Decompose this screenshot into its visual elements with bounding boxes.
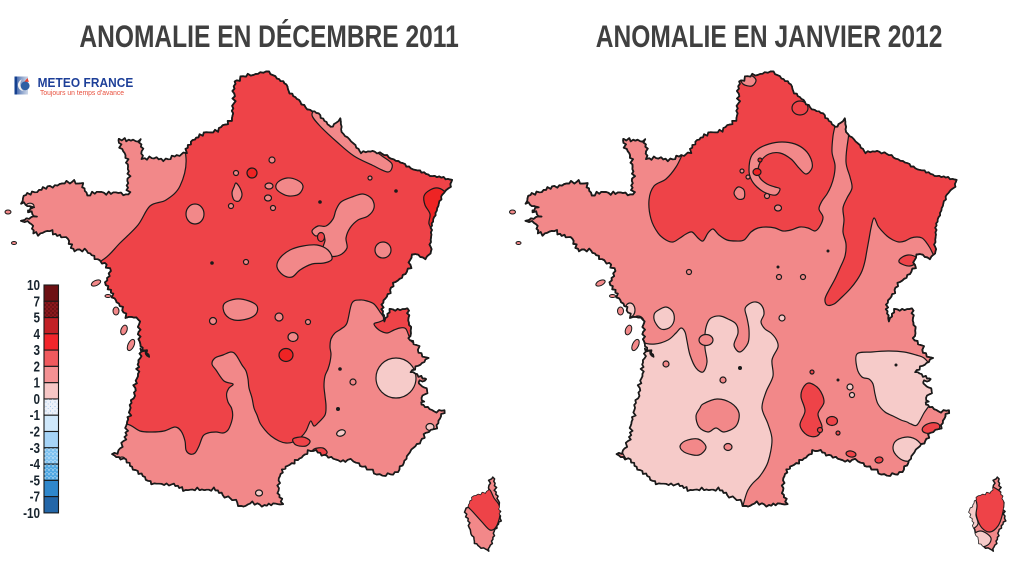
svg-text:-2: -2 [30, 423, 40, 439]
svg-text:3: 3 [34, 342, 41, 358]
svg-text:7: 7 [34, 293, 41, 309]
svg-text:-7: -7 [30, 488, 40, 504]
svg-text:5: 5 [34, 309, 41, 325]
svg-text:ANOMALIE EN DÉCEMBRE 2011: ANOMALIE EN DÉCEMBRE 2011 [79, 18, 458, 54]
svg-text:10: 10 [27, 277, 40, 293]
svg-text:-1: -1 [30, 407, 40, 423]
svg-text:2: 2 [34, 358, 41, 374]
svg-text:1: 1 [34, 375, 41, 391]
svg-text:0: 0 [34, 391, 41, 407]
svg-text:-4: -4 [30, 456, 41, 472]
svg-text:METEO FRANCE: METEO FRANCE [38, 76, 134, 90]
svg-text:-3: -3 [30, 440, 40, 456]
svg-text:-5: -5 [30, 472, 40, 488]
svg-text:Toujours un temps d'avance: Toujours un temps d'avance [40, 90, 124, 97]
svg-text:4: 4 [34, 326, 41, 342]
svg-text:-10: -10 [23, 505, 40, 521]
svg-text:ANOMALIE EN JANVIER 2012: ANOMALIE EN JANVIER 2012 [596, 18, 943, 54]
